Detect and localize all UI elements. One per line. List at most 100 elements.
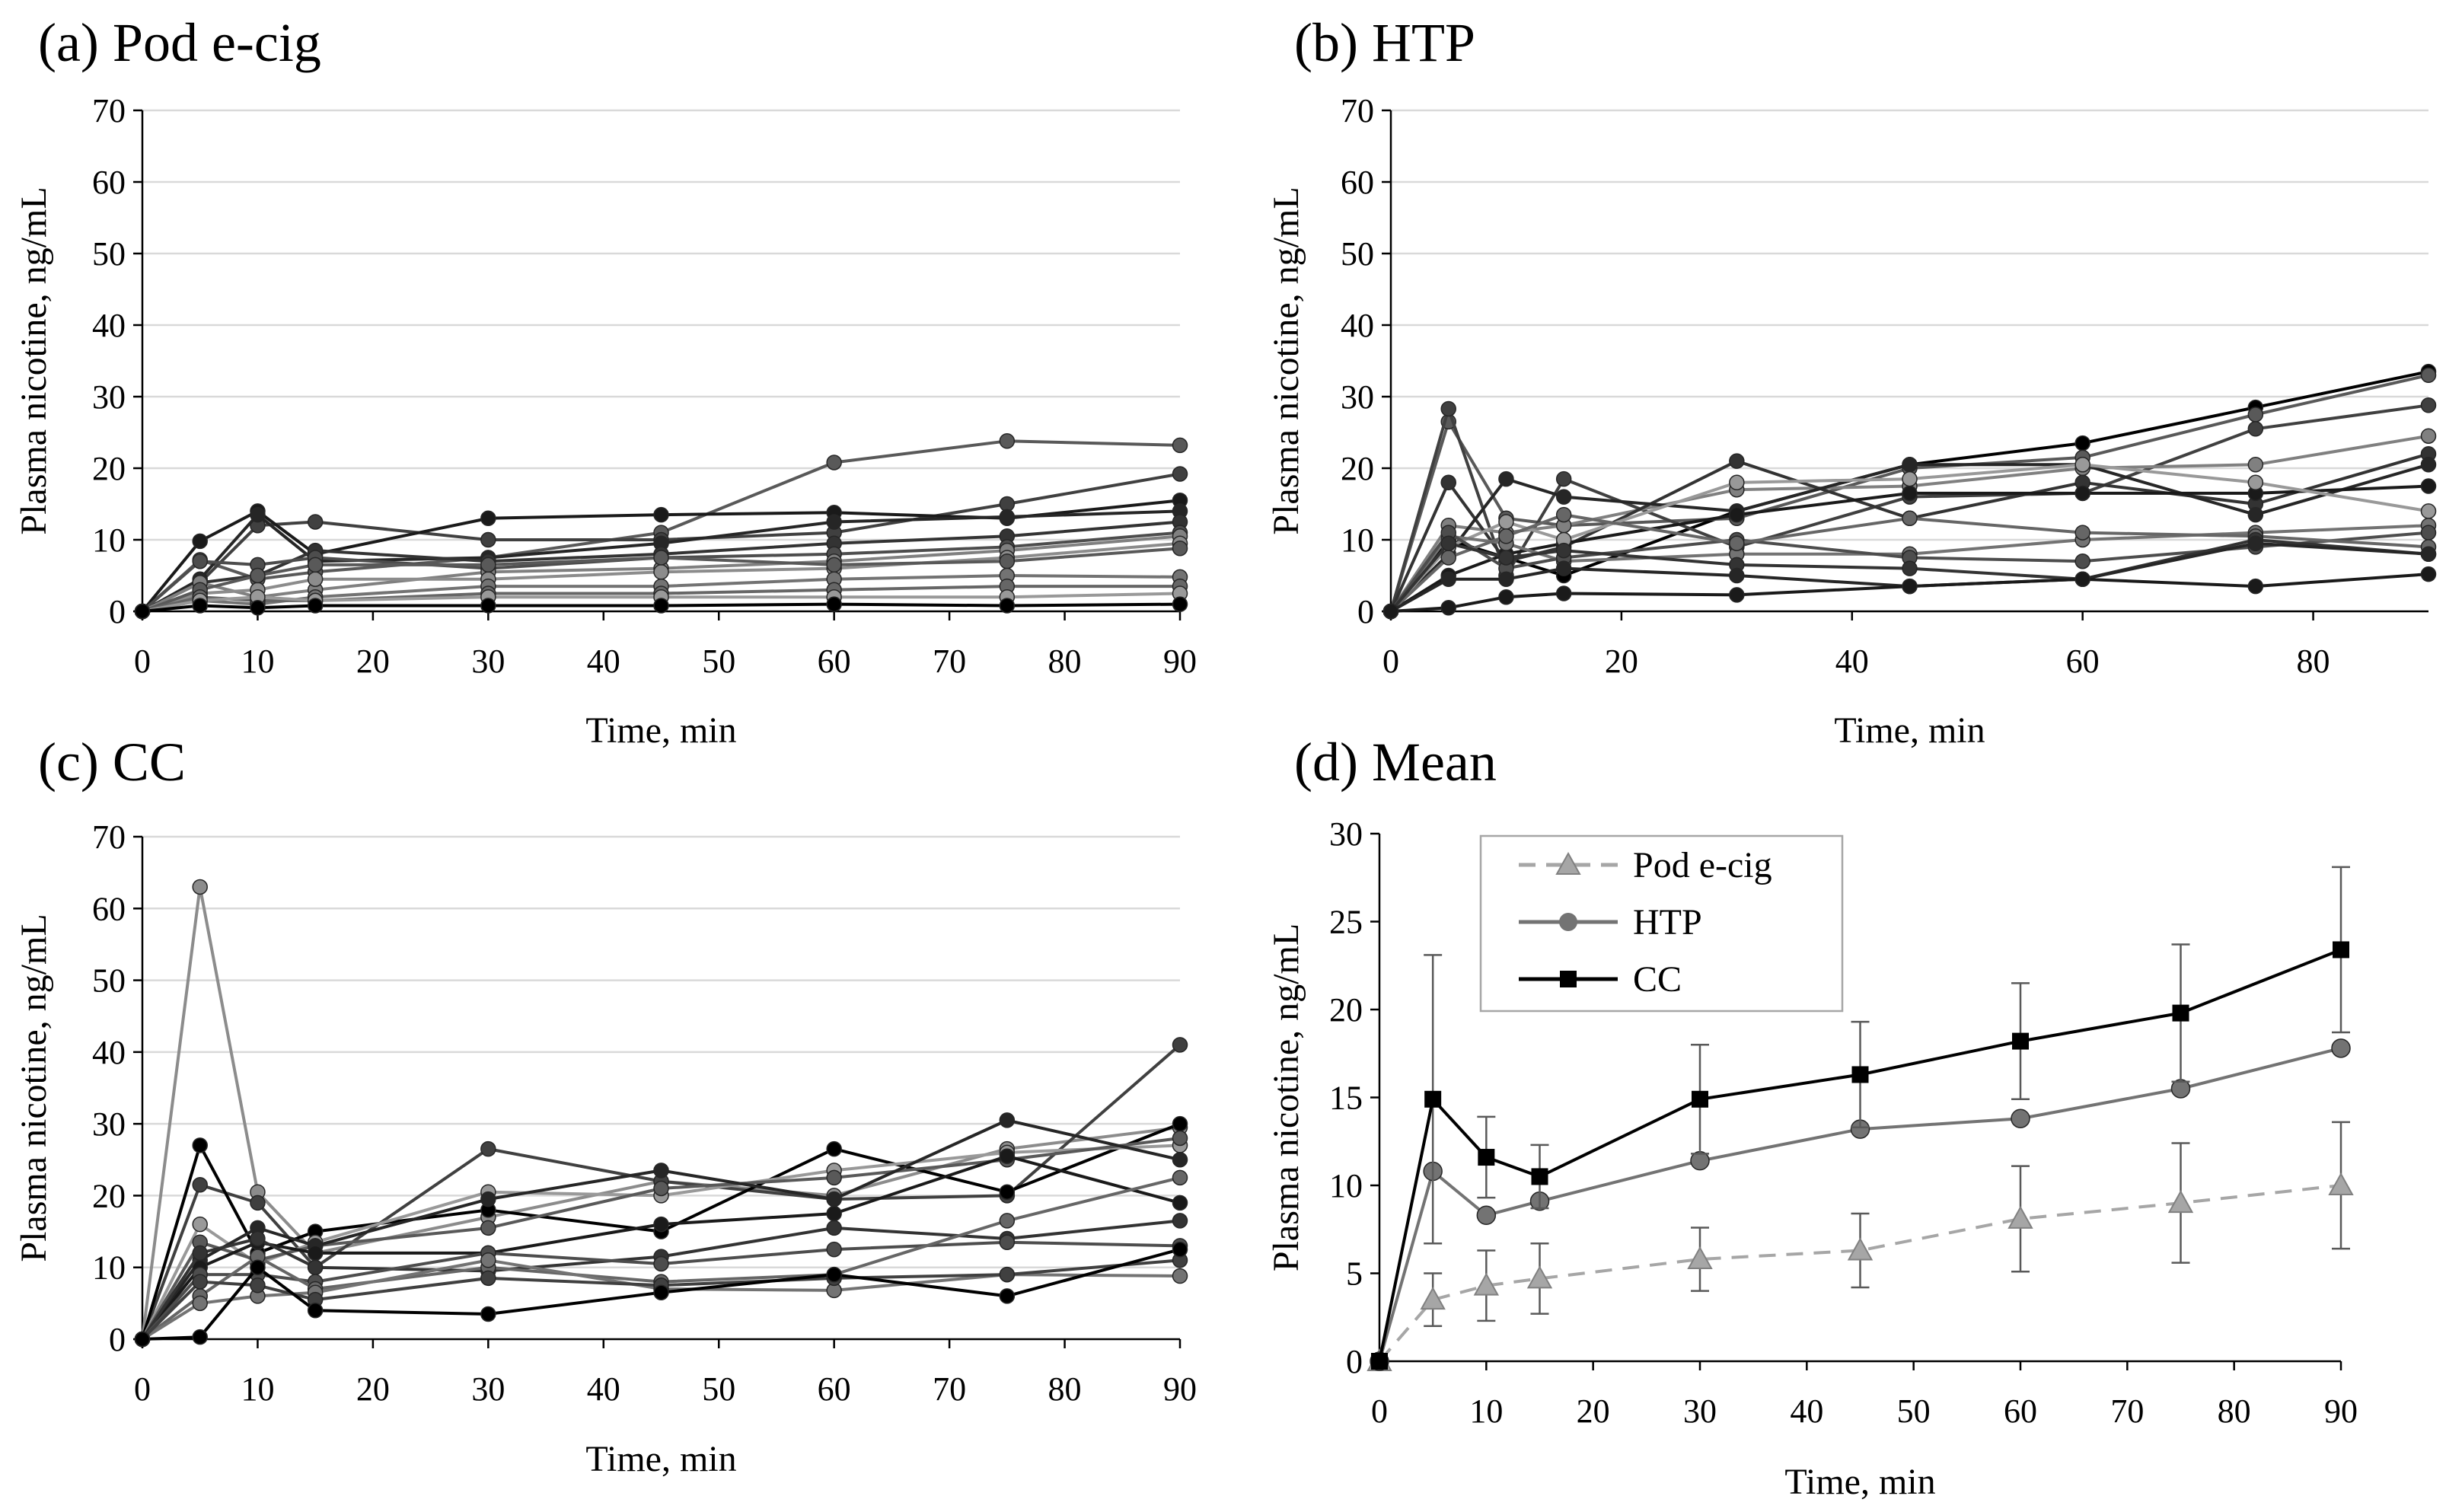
panel-a-data-point [480, 531, 496, 548]
panel-a-data-point [1172, 596, 1188, 612]
panel-c-ytick-label: 0 [109, 1321, 126, 1358]
panel-b-data-point [2247, 474, 2264, 491]
panel-c-data-point [134, 1331, 151, 1348]
panel-b-xtick-label: 20 [1605, 643, 1638, 680]
panel-d-series-2 [1370, 1038, 2351, 1371]
panel-a-ytick-label: 40 [92, 307, 126, 344]
panel-c-xtick-label: 40 [587, 1370, 620, 1408]
panel-b-data-point [1440, 550, 1456, 566]
panel-b-data-point [1555, 542, 1572, 559]
panel-c-data-point [480, 1252, 496, 1268]
panel-b-y-axis-label: Plasma nicotine, ng/mL [1266, 187, 1306, 534]
panel-b-title: (b) HTP [1294, 12, 1475, 73]
panel-a-data-point [653, 506, 669, 523]
panel-c-data-point [192, 1295, 208, 1312]
panel-b-data-point [2420, 503, 2437, 519]
panel-c-data-point [999, 1266, 1016, 1283]
panel-c-xtick-label: 60 [818, 1370, 851, 1408]
panel-a-xtick-label: 20 [356, 643, 390, 680]
panel-c-data-point [653, 1180, 669, 1197]
panel-c-ytick-label: 20 [92, 1177, 126, 1214]
panel-b-data-point [1498, 471, 1514, 487]
panel-b-data-point [2420, 525, 2437, 541]
panel-a-xtick-label: 10 [241, 643, 274, 680]
panel-d-data-point [2012, 1032, 2029, 1050]
panel-c-data-point [1172, 1241, 1188, 1258]
legend-label: Pod e-cig [1633, 845, 1772, 885]
panel-c-ytick-label: 60 [92, 890, 126, 927]
panel-a-ytick-label: 20 [92, 450, 126, 487]
panel-d-data-point [1478, 1149, 1495, 1166]
legend-swatch-marker [1555, 851, 1581, 875]
panel-b-data-point [1902, 510, 1918, 527]
panel-b-ytick-label: 0 [1357, 593, 1374, 630]
panel-a-data-point [653, 564, 669, 580]
panel-b-data-point [1902, 471, 1918, 487]
panel-d: (d) Mean 0 5 10 15 20 25 30 0 10 20 30 40 50 60 70 80 90 T… [1266, 732, 2358, 1502]
panel-b-data-point [1729, 506, 1745, 523]
panel-c-xtick-label: 0 [134, 1370, 151, 1408]
panel-c-y-axis-label: Plasma nicotine, ng/mL [14, 914, 54, 1262]
panel-a-data-point [307, 571, 324, 587]
panel-c-data-point [826, 1205, 842, 1222]
panel-a-data-point [999, 509, 1016, 525]
panel-a-data-point [250, 506, 266, 523]
panel-a-series-13 [134, 596, 1188, 620]
panel-b-ytick-label: 30 [1341, 378, 1374, 416]
panel-a-data-point [653, 598, 669, 614]
panel-b-data-point [1498, 589, 1514, 605]
panel-a-data-point [250, 600, 266, 616]
panel-b-data-point [1902, 578, 1918, 595]
panel-c-ytick-label: 30 [92, 1105, 126, 1143]
panel-a-xtick-label: 0 [134, 643, 151, 680]
panel-b-data-point [1555, 560, 1572, 576]
panel-c-ytick-label: 10 [92, 1249, 126, 1287]
panel-c-data-point [653, 1163, 669, 1179]
panel-b-xtick-label: 80 [2297, 643, 2330, 680]
panel-c-xtick-label: 70 [933, 1370, 966, 1408]
panel-a-data-point [826, 557, 842, 573]
panel-b-data-point [1729, 567, 1745, 584]
panel-d-xtick-label: 70 [2110, 1392, 2144, 1430]
panel-a-xtick-label: 70 [933, 643, 966, 680]
panel-a-data-point [1172, 437, 1188, 454]
panel-a-xtick-label: 40 [587, 643, 620, 680]
panel-d-xtick-label: 90 [2324, 1392, 2358, 1430]
panel-b-data-point [2247, 407, 2264, 423]
panel-d-ytick-label: 20 [1329, 991, 1363, 1029]
panel-d-data-point [2167, 1190, 2194, 1214]
panel-b-ytick-label: 70 [1341, 92, 1374, 129]
panel-a-ytick-label: 10 [92, 522, 126, 559]
panel-c-data-point [192, 1245, 208, 1262]
panel-d-data-point [1526, 1265, 1553, 1289]
panel-d-data-point [1851, 1066, 1869, 1083]
panel-a-data-point [134, 603, 151, 620]
panel-b-data-point [1440, 400, 1456, 417]
panel-d-title: (d) Mean [1294, 732, 1497, 793]
panel-b-data-point [1440, 571, 1456, 587]
panel-a-data-point [480, 510, 496, 527]
panel-c-data-point [1172, 1037, 1188, 1053]
panel-a-data-point [1172, 541, 1188, 557]
panel-c-data-point [999, 1234, 1016, 1250]
panel-b-data-point [1555, 471, 1572, 487]
panel-a-ytick-label: 60 [92, 164, 126, 201]
panel-a-x-axis-label: Time, min [585, 710, 736, 751]
panel-b-data-point [1729, 453, 1745, 469]
panel-c-data-point [999, 1148, 1016, 1164]
panel-c-data-point [192, 1274, 208, 1290]
legend-swatch-marker [1560, 971, 1577, 987]
panel-c-data-point [480, 1140, 496, 1157]
panel-b-data-point [1902, 560, 1918, 576]
panel-d-data-point [2333, 941, 2349, 959]
panel-a-data-point [480, 598, 496, 614]
panel-c-data-point [480, 1191, 496, 1207]
panel-b-data-point [1498, 571, 1514, 587]
panel-a-data-point [999, 598, 1016, 614]
panel-c-data-point [250, 1259, 266, 1275]
panel-c: (c) CC 0 10 20 30 40 50 60 70 0 10 20 30 40 50 60 70 80 90… [14, 732, 1197, 1479]
panel-c-data-point [307, 1245, 324, 1262]
panel-d-xtick-label: 30 [1683, 1392, 1717, 1430]
panel-d-data-point [1476, 1205, 1497, 1226]
